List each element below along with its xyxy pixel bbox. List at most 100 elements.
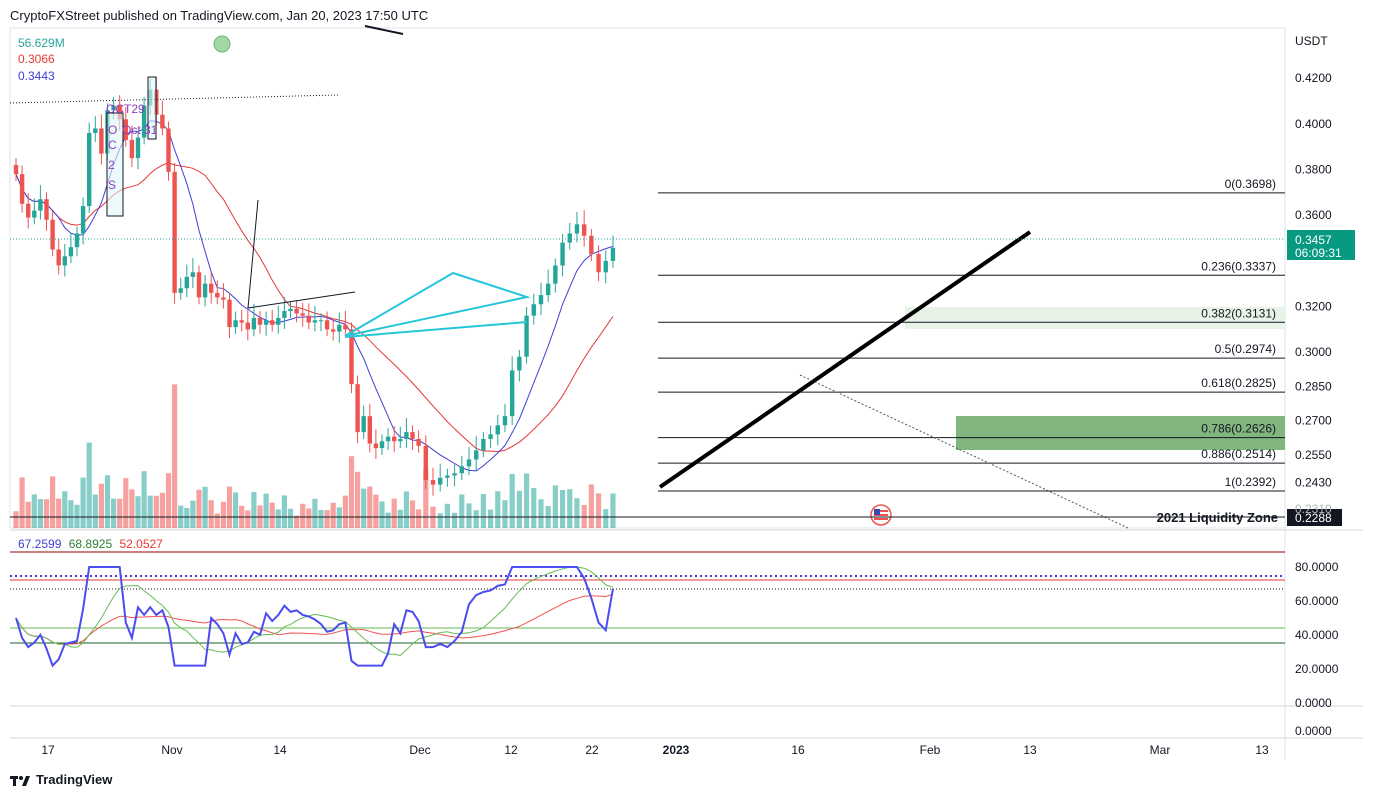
countdown-timer: 06:09:31 [1295,246,1342,260]
volume-bar [397,509,403,528]
candle-body [26,203,31,218]
candle-body [209,283,214,293]
candle-body [430,480,436,485]
candle-body [19,174,25,204]
rsi-tick-label: 0.0000 [1295,696,1332,710]
candle-body [312,320,318,323]
candle-body [227,299,232,328]
volume-bar [147,495,153,528]
candle-body [300,313,305,316]
last-price-badge [1287,230,1355,260]
time-tick-label: Nov [161,743,182,757]
volume-bar [92,494,98,528]
price-tick-label: 0.2700 [1295,414,1332,428]
tradingview-footer[interactable]: TradingView [10,772,112,787]
time-tick-label: Mar [1150,743,1171,757]
rsi-tick-label: 60.0000 [1295,594,1339,608]
volume-bar [62,491,68,528]
fib-label: 0.236(0.3337) [1201,259,1276,273]
rsi-tick-label: 80.0000 [1295,560,1339,574]
volume-bar [502,500,508,528]
ascending-trendline[interactable] [658,230,1032,489]
volume-bar [336,507,342,528]
dotted-projection-line[interactable] [799,374,1129,529]
candle-body [184,276,189,289]
time-axis[interactable]: 17 Nov 14 Dec 12 22 2023 16 Feb 13 Mar 13 [41,743,1269,757]
volume-bar [437,513,443,528]
candle-body [50,219,55,250]
volume-legend-value: 56.629M [18,36,65,50]
price-tick-label: 0.3200 [1295,300,1332,314]
candle-body [202,283,208,298]
candle-body [355,384,360,433]
volume-bar [409,500,416,528]
candle-body [589,235,594,255]
fib-label: 0.786(0.2626) [1201,422,1276,436]
liquidity-zone-label: 2021 Liquidity Zone [1157,510,1278,525]
price-tick-label: 0.4000 [1295,117,1332,131]
volume-bar [245,510,251,528]
volume-bar [43,499,50,528]
event-marker[interactable] [213,35,231,53]
volume-bar [444,503,450,528]
volume-bar [306,508,312,528]
candle-body [166,128,171,172]
candle-body [416,438,421,446]
tradingview-logo-icon [10,775,30,786]
volume-bar [330,502,336,528]
candle-body [337,324,342,332]
pennant-lower-edge[interactable] [344,321,528,338]
candle-body [610,247,616,261]
candle-body [574,224,580,234]
candle-body [288,308,293,312]
volume-bar [281,495,287,528]
volume-bar [509,474,515,528]
price-axis[interactable]: 0.4200 0.4000 0.3800 0.3600 0.3200 0.3000 0.28… [1295,71,1332,489]
candle-body [410,432,415,439]
price-tick-label: 0.3000 [1295,345,1332,359]
volume-bar [13,511,19,528]
price-pane-border [9,27,1286,529]
candle-body [531,304,536,316]
flag-icon[interactable] [870,504,892,526]
rsi-axis[interactable]: 80.0000 60.0000 40.0000 20.0000 0.0000 0.0000 [1295,560,1339,738]
oct-box-2[interactable] [147,76,157,140]
oct-box[interactable] [106,112,124,217]
candle-body [567,233,572,243]
brand-label: TradingView [36,772,113,787]
volume-bar [202,486,208,528]
volume-bar [153,495,159,528]
volume-bar [263,493,269,528]
candle-body [160,114,165,129]
rsi-tick-label: 0.0000 [1295,724,1332,738]
fibonacci-lines[interactable]: 0(0.3698) 0.236(0.3337) 0.382(0.3131) 0.5(0… [658,177,1285,492]
candle-body [276,317,281,325]
volume-bar [318,510,324,528]
pennant-pattern[interactable] [344,271,531,337]
volume-bar [367,486,373,528]
price-tick-label: 0.2550 [1295,448,1332,462]
price-tick-label: 0.4200 [1295,71,1332,85]
currency-label: USDT [1295,34,1328,48]
candle-body [445,475,450,478]
short-black-line[interactable] [364,25,404,35]
candle-body [596,254,601,273]
candle-body [117,105,122,120]
volume-bar [516,490,522,528]
candle-body [517,356,522,371]
resistance-dotted-line[interactable] [9,94,339,104]
publisher-header: CryptoFXStreet published on TradingView.… [10,8,429,23]
volume-bar [104,475,111,528]
candle-body [239,320,244,323]
volume-bar [595,493,602,528]
candle-body [111,105,116,111]
volume-bar [294,515,300,528]
volume-bar [226,486,233,528]
volume-bar [348,456,355,528]
volume-bar [312,498,318,528]
candle-body [141,105,147,138]
rsi-value: 67.2599 [18,537,62,551]
triangle-pattern[interactable] [247,199,356,309]
candle-body [459,466,464,474]
